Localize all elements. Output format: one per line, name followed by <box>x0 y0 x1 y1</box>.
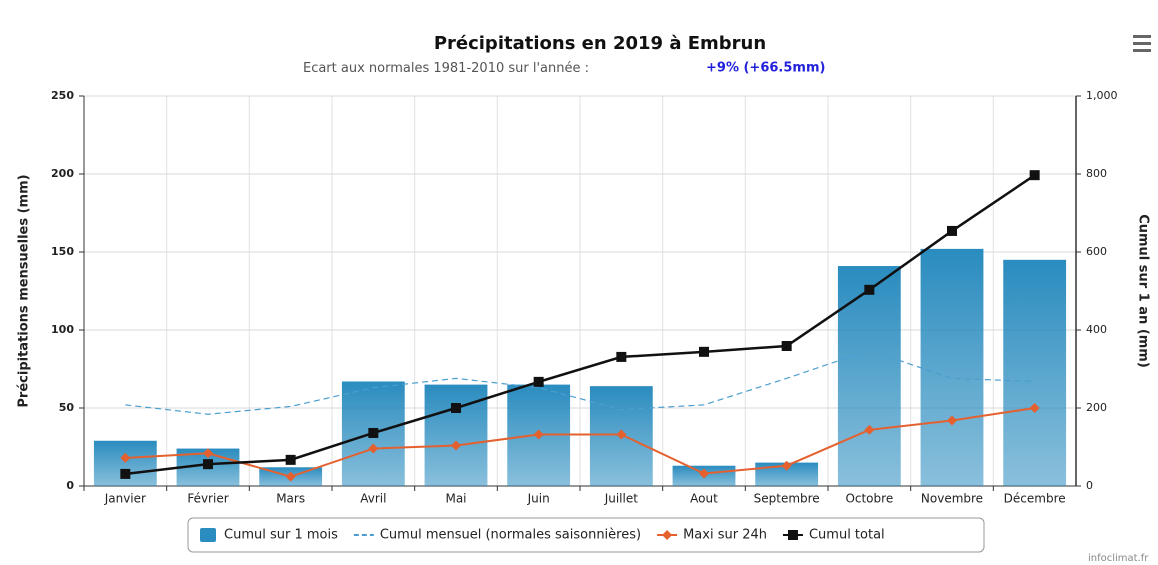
point <box>368 443 379 454</box>
point <box>203 448 213 459</box>
point <box>285 454 296 465</box>
y-tick-label: 0 <box>66 479 74 492</box>
chart-title: Précipitations en 2019 à Embrun <box>434 33 766 54</box>
point <box>699 346 709 357</box>
x-tick-label: Décembre <box>1004 492 1066 506</box>
legend-swatch <box>200 528 216 542</box>
point <box>1029 403 1040 413</box>
point <box>285 471 296 482</box>
menu-bar <box>1133 42 1151 45</box>
legend-item: Cumul sur 1 mois <box>200 528 338 543</box>
x-tick-label: Avril <box>360 492 386 506</box>
point <box>864 424 875 435</box>
bar <box>93 440 157 486</box>
x-tick-label: Mars <box>276 492 305 506</box>
y-axis-title: Précipitations mensuelles (mm) <box>17 174 32 407</box>
point <box>781 460 792 471</box>
legend-label: Cumul total <box>809 528 885 543</box>
point <box>616 351 627 362</box>
point <box>947 225 957 236</box>
x-tick-label: Novembre <box>921 492 983 506</box>
point <box>616 429 627 440</box>
x-tick-label: Janvier <box>104 492 146 506</box>
point <box>120 452 131 463</box>
y-tick-label: 200 <box>51 167 74 180</box>
point <box>368 427 379 438</box>
point <box>203 459 213 470</box>
bar <box>920 248 984 486</box>
y2-tick-label: 200 <box>1086 401 1107 414</box>
y-tick-label: 250 <box>51 89 74 102</box>
point <box>781 340 792 351</box>
x-tick-label: Mai <box>445 492 466 506</box>
menu-button[interactable] <box>1130 30 1154 56</box>
x-tick-label: Juillet <box>604 492 639 506</box>
y2-tick-label: 1,000 <box>1086 89 1118 102</box>
point <box>864 284 875 295</box>
subtitle-highlight: +9% (+66.5mm) <box>706 61 825 76</box>
legend-marker <box>662 530 673 540</box>
bar <box>837 266 901 486</box>
point <box>1029 170 1040 181</box>
bar <box>1003 259 1067 486</box>
point <box>947 415 957 426</box>
y-tick-label: 150 <box>51 245 74 258</box>
y2-tick-label: 0 <box>1086 479 1093 492</box>
bar <box>755 462 819 486</box>
point <box>533 429 544 440</box>
y-tick-label: 100 <box>51 323 74 336</box>
legend-label: Cumul sur 1 mois <box>224 528 338 543</box>
menu-bar <box>1133 35 1151 38</box>
legend-item: Cumul mensuel (normales saisonnières) <box>353 528 641 543</box>
legend-label: Cumul mensuel (normales saisonnières) <box>380 528 641 543</box>
point <box>699 468 709 479</box>
legend-box <box>187 517 985 553</box>
point <box>533 376 544 387</box>
chart-subtitle: Ecart aux normales 1981-2010 sur l'année… <box>303 61 589 76</box>
x-tick-label: Février <box>187 492 228 506</box>
legend-marker <box>787 530 798 540</box>
x-tick-label: Aout <box>690 492 718 506</box>
x-tick-label: Juin <box>527 492 550 506</box>
legend-label: Maxi sur 24h <box>683 528 767 543</box>
subtitle-text: Ecart aux normales 1981-2010 sur l'année… <box>303 61 589 76</box>
y2-tick-label: 400 <box>1086 323 1107 336</box>
series-line <box>125 349 1035 415</box>
legend-item: Maxi sur 24h <box>657 528 767 543</box>
y2-axis-title: Cumul sur 1 an (mm) <box>1136 214 1151 368</box>
series-line <box>125 407 1035 478</box>
point <box>451 440 461 451</box>
x-tick-label: Septembre <box>754 492 820 506</box>
x-tick-label: Octobre <box>845 492 893 506</box>
y2-tick-label: 600 <box>1086 245 1107 258</box>
point <box>120 468 131 479</box>
point <box>451 403 461 413</box>
credit: infoclimat.fr <box>1088 553 1149 564</box>
legend-item: Cumul total <box>782 528 885 543</box>
y-tick-label: 50 <box>59 401 75 414</box>
y2-tick-label: 800 <box>1086 167 1107 180</box>
series-line <box>125 174 1036 476</box>
menu-bar <box>1133 49 1151 52</box>
